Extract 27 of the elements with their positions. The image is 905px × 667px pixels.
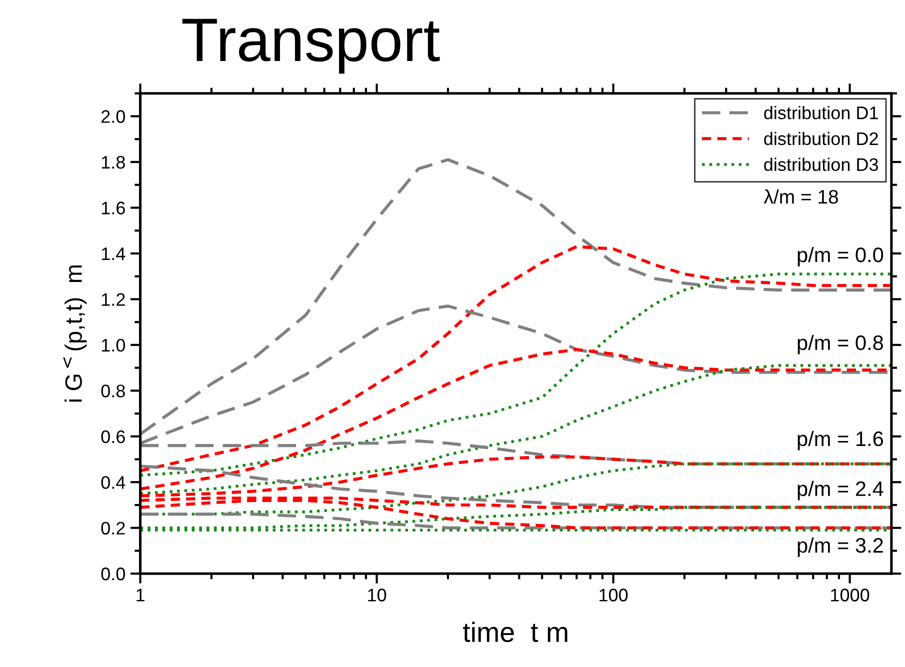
x-tick-label: 1000 [831, 588, 870, 602]
y-tick-label: 0.6 [101, 430, 125, 444]
annotation: p/m = 1.6 [798, 430, 883, 450]
x-tick-label: 100 [600, 588, 628, 602]
annotation: p/m = 2.4 [798, 480, 884, 500]
annotation: p/m = 0.8 [798, 334, 884, 354]
annotation: p/m = 0.0 [798, 246, 884, 266]
y-tick-label: 1.0 [102, 338, 125, 352]
annotation: p/m = 3.2 [798, 537, 883, 557]
y-tick-label: 1.8 [102, 156, 125, 169]
y-tick-label: 0.8 [101, 384, 125, 398]
legend-label: distribution D2 [764, 132, 878, 146]
y-tick-label: 0.0 [101, 568, 125, 580]
y-tick-label: 0.2 [101, 522, 125, 535]
x-axis-title: time t m [463, 622, 568, 642]
x-tick-label: 1 [136, 588, 144, 602]
y-tick-label: 2.0 [102, 110, 125, 123]
y-tick-label: 1.6 [102, 202, 125, 214]
legend-label: distribution D3 [764, 158, 878, 171]
y-tick-label: 1.2 [102, 293, 125, 306]
y-axis-title: i G$^{<}$(p,t,t) m [63, 265, 87, 402]
legend-label: distribution D1 [764, 106, 878, 120]
annotation: λ/m = 18 [764, 189, 838, 204]
x-tick-label: 10 [368, 588, 386, 602]
y-tick-label: 1.4 [102, 248, 126, 260]
chart-title: Transport [182, 18, 440, 74]
y-tick-label: 0.4 [101, 476, 126, 489]
